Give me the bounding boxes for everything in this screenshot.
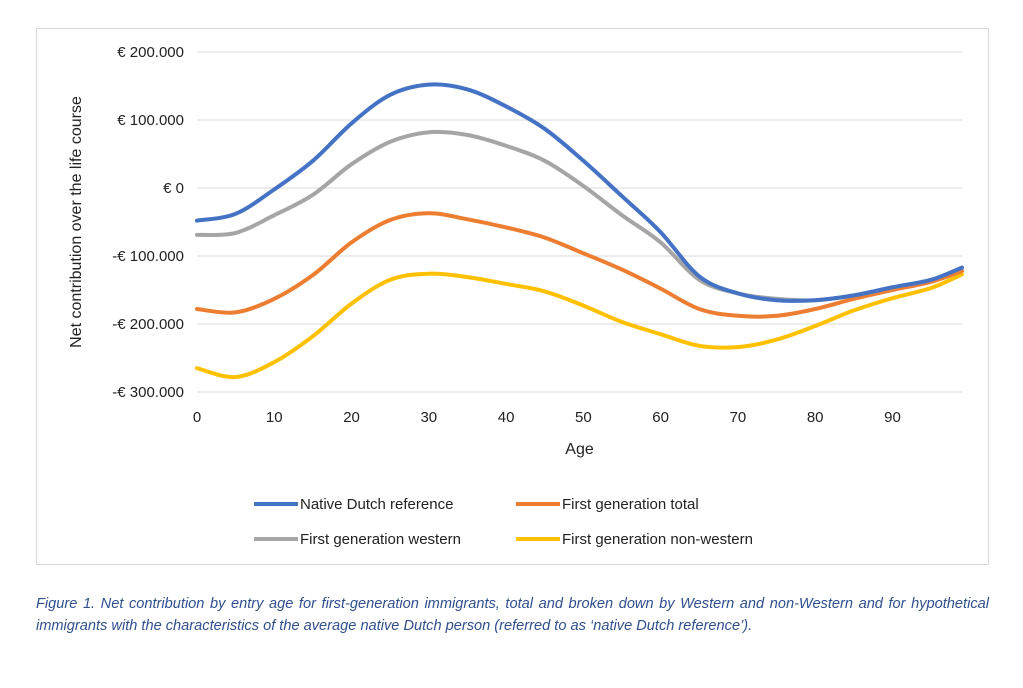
x-tick-label: 20 xyxy=(343,409,360,426)
legend-label: First generation non-western xyxy=(562,531,753,548)
y-tick-label: -€ 200.000 xyxy=(112,316,184,333)
series-line-native-dutch-reference xyxy=(195,82,964,303)
y-axis-tick-labels: € 200.000 € 100.000 € 0 -€ 100.000 -€ 200.00… xyxy=(112,44,184,401)
legend-label: First generation western xyxy=(300,531,461,548)
y-tick-label: € 100.000 xyxy=(117,112,184,129)
legend-item-first-generation-total: First generation total xyxy=(516,496,699,513)
x-tick-label: 40 xyxy=(498,409,515,426)
y-tick-label: -€ 100.000 xyxy=(112,248,184,265)
y-tick-label: € 0 xyxy=(163,180,184,197)
y-axis-title: Net contribution over the life course xyxy=(68,96,85,348)
legend-item-first-generation-non-western: First generation non-western xyxy=(516,531,753,548)
x-tick-label: 70 xyxy=(730,409,747,426)
y-tick-label: € 200.000 xyxy=(117,44,184,61)
gridlines xyxy=(197,51,962,393)
legend-label: Native Dutch reference xyxy=(300,496,453,513)
x-tick-label: 50 xyxy=(575,409,592,426)
x-tick-label: 0 xyxy=(193,409,201,426)
figure-caption: Figure 1. Net contribution by entry age … xyxy=(36,596,989,634)
x-tick-label: 60 xyxy=(652,409,669,426)
x-axis-title: Age xyxy=(565,441,594,458)
x-tick-label: 80 xyxy=(807,409,824,426)
x-axis-tick-labels: 0 10 20 30 40 50 60 70 80 90 xyxy=(193,409,901,426)
line-chart: € 200.000 € 100.000 € 0 -€ 100.000 -€ 200.00… xyxy=(68,44,964,548)
x-tick-label: 90 xyxy=(884,409,901,426)
legend: Native Dutch reference First generation t… xyxy=(254,496,753,548)
chart-frame: € 200.000 € 100.000 € 0 -€ 100.000 -€ 200.00… xyxy=(36,28,989,565)
series-lines xyxy=(195,82,964,380)
y-tick-label: -€ 300.000 xyxy=(112,384,184,401)
x-tick-label: 30 xyxy=(420,409,437,426)
legend-item-native-dutch-reference: Native Dutch reference xyxy=(254,496,453,513)
x-tick-label: 10 xyxy=(266,409,283,426)
series-line-first-generation-non-western xyxy=(195,271,964,380)
legend-label: First generation total xyxy=(562,496,699,513)
series-line-first-generation-total xyxy=(195,211,964,319)
legend-item-first-generation-western: First generation western xyxy=(254,531,461,548)
